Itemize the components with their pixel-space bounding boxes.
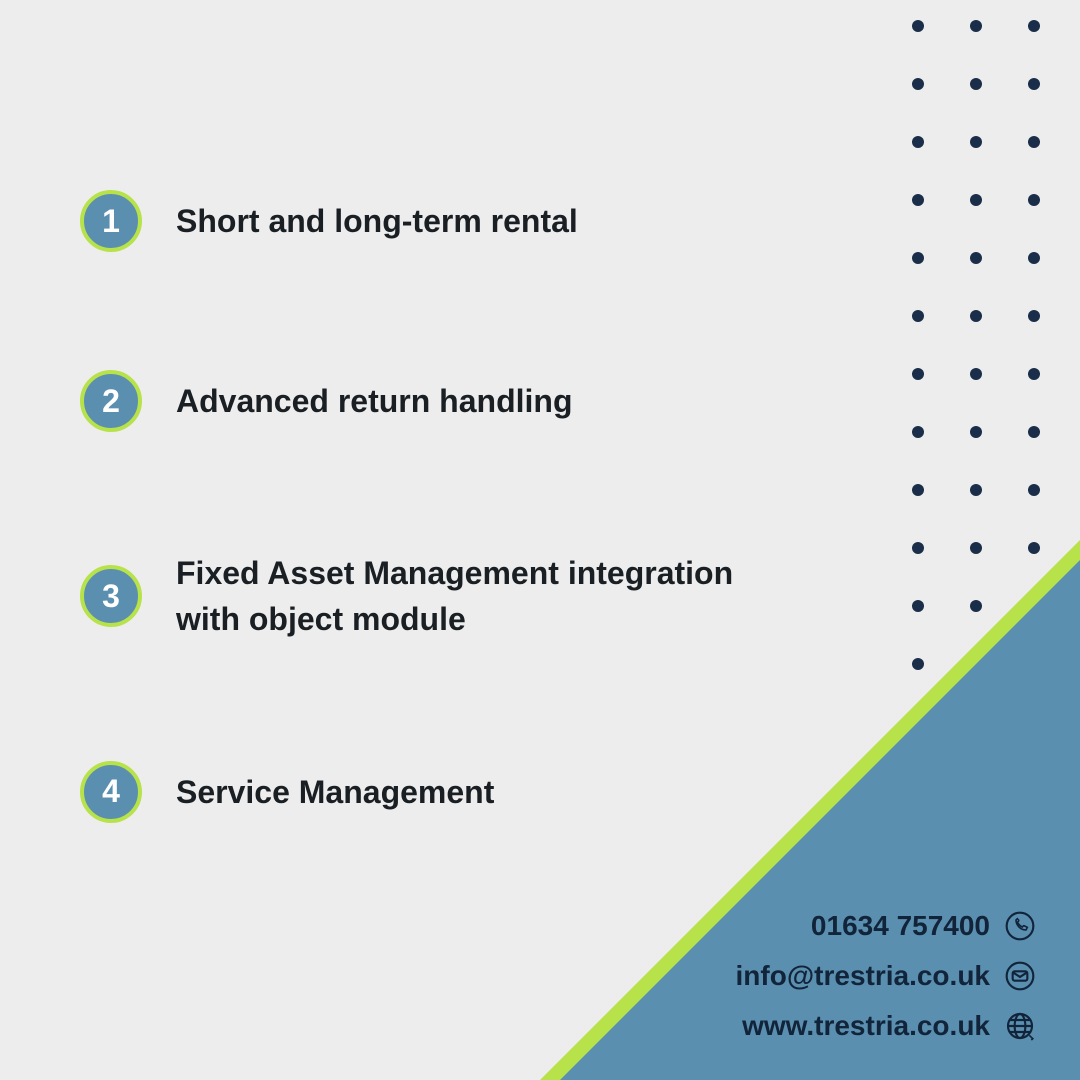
dot (1028, 252, 1040, 264)
dot (1028, 426, 1040, 438)
dot (912, 252, 924, 264)
feature-number-badge: 4 (80, 761, 142, 823)
feature-item: 4 Service Management (80, 761, 796, 823)
dot (912, 194, 924, 206)
mail-icon (1004, 960, 1036, 992)
dot (970, 252, 982, 264)
dot (970, 194, 982, 206)
dot (912, 136, 924, 148)
feature-item-text: Service Management (176, 769, 494, 815)
dot (970, 368, 982, 380)
dot (1028, 78, 1040, 90)
contact-row: www.trestria.co.uk (742, 1010, 1036, 1042)
feature-item-text: Advanced return handling (176, 378, 572, 424)
dot (912, 484, 924, 496)
dot (912, 310, 924, 322)
feature-item: 2 Advanced return handling (80, 370, 796, 432)
dot (970, 78, 982, 90)
feature-list: 1 Short and long-term rental 2 Advanced ret… (80, 190, 796, 823)
dot (912, 78, 924, 90)
dot (970, 136, 982, 148)
dot (1028, 194, 1040, 206)
dot (970, 484, 982, 496)
feature-item-text: Fixed Asset Management integration with … (176, 550, 796, 643)
contact-text: info@trestria.co.uk (736, 960, 990, 992)
dot (1028, 368, 1040, 380)
dot (912, 368, 924, 380)
contact-block: 01634 757400 info@trestria.co.uk www.trest… (736, 910, 1036, 1042)
dot (1028, 310, 1040, 322)
contact-row: 01634 757400 (811, 910, 1036, 942)
dot (970, 20, 982, 32)
dot (912, 426, 924, 438)
feature-item: 1 Short and long-term rental (80, 190, 796, 252)
dot (1028, 20, 1040, 32)
feature-item: 3 Fixed Asset Management integration with… (80, 550, 796, 643)
dot (1028, 136, 1040, 148)
globe-icon (1004, 1010, 1036, 1042)
dot (970, 426, 982, 438)
feature-item-text: Short and long-term rental (176, 198, 578, 244)
infographic-page: 1 Short and long-term rental 2 Advanced ret… (0, 0, 1080, 1080)
feature-number-badge: 2 (80, 370, 142, 432)
dot (970, 310, 982, 322)
phone-icon (1004, 910, 1036, 942)
feature-number-badge: 3 (80, 565, 142, 627)
dot (1028, 484, 1040, 496)
dot (912, 20, 924, 32)
contact-row: info@trestria.co.uk (736, 960, 1036, 992)
feature-number-badge: 1 (80, 190, 142, 252)
contact-text: www.trestria.co.uk (742, 1010, 990, 1042)
contact-text: 01634 757400 (811, 910, 990, 942)
